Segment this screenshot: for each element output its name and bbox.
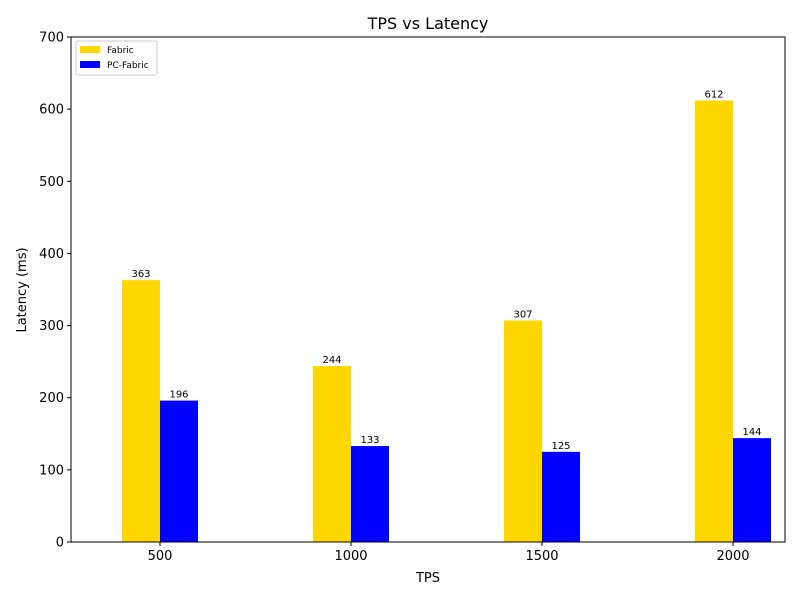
axes-frame xyxy=(70,36,786,543)
data-label-fabric-500: 363 xyxy=(131,269,150,280)
data-label-pc-fabric-1000: 133 xyxy=(360,435,379,446)
data-label-fabric-1000: 244 xyxy=(322,355,341,366)
x-tick-label-1000: 1000 xyxy=(334,549,367,564)
x-tick-label-2000: 2000 xyxy=(716,549,749,564)
bar-pc-fabric-500 xyxy=(160,400,198,542)
bar-fabric-2000 xyxy=(695,100,733,542)
legend-label-pc-fabric: PC-Fabric xyxy=(107,61,149,71)
y-tick-label-200: 200 xyxy=(39,391,64,406)
bar-pc-fabric-1500 xyxy=(542,451,580,542)
x-axis-title: TPS xyxy=(415,571,440,586)
legend-swatch-fabric xyxy=(80,46,100,53)
y-tick-label-700: 700 xyxy=(39,31,64,46)
y-tick-label-500: 500 xyxy=(39,175,64,190)
x-tick-label-1500: 1500 xyxy=(525,549,558,564)
data-label-fabric-1500: 307 xyxy=(513,310,532,321)
chart-title: TPS vs Latency xyxy=(367,14,489,33)
plot-area: 363 244 307 612 196 133 125 144 0 100 200 300 400 500… xyxy=(39,31,786,564)
legend-swatch-pc-fabric xyxy=(80,61,100,68)
y-tick-label-600: 600 xyxy=(39,103,64,118)
y-tick-label-400: 400 xyxy=(39,247,64,262)
y-tick-label-300: 300 xyxy=(39,319,64,334)
data-label-fabric-2000: 612 xyxy=(704,89,723,100)
bar-fabric-500 xyxy=(122,280,160,542)
data-label-pc-fabric-500: 196 xyxy=(169,390,188,401)
x-tick-label-500: 500 xyxy=(148,549,173,564)
legend: Fabric PC-Fabric xyxy=(75,40,158,76)
bar-fabric-1500 xyxy=(504,320,542,542)
y-tick-label-100: 100 xyxy=(39,463,64,478)
legend-label-fabric: Fabric xyxy=(107,46,134,56)
bar-fabric-1000 xyxy=(313,365,351,542)
bar-pc-fabric-2000 xyxy=(733,438,771,542)
data-label-pc-fabric-2000: 144 xyxy=(742,427,761,438)
y-axis-title: Latency (ms) xyxy=(15,247,30,332)
bar-pc-fabric-1000 xyxy=(351,446,389,542)
data-label-pc-fabric-1500: 125 xyxy=(551,441,570,452)
y-tick-label-0: 0 xyxy=(56,536,64,551)
